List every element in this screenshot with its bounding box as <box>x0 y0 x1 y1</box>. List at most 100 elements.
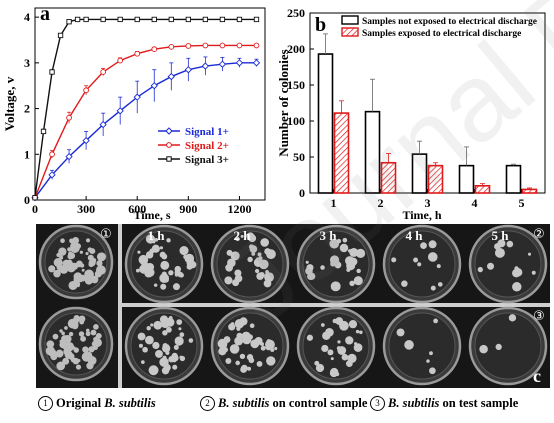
bar-not-exposed <box>458 164 475 194</box>
legend-marker-a <box>166 156 172 162</box>
bar-exposed <box>380 161 397 194</box>
bacterial-colony <box>274 346 278 351</box>
bar-not-exposed <box>411 153 428 194</box>
bacterial-colony <box>176 319 183 326</box>
bacterial-colony <box>256 272 264 280</box>
bacterial-colony <box>256 360 263 367</box>
bacterial-colony <box>337 318 342 323</box>
bacterial-colony <box>236 326 241 331</box>
y-axis-label-b: Number of colonies <box>276 49 291 156</box>
bacterial-colony <box>61 331 65 336</box>
legend-swatch-b <box>341 15 359 25</box>
bacterial-colony <box>506 240 514 248</box>
caption-mark: 1 <box>38 396 53 411</box>
bacterial-colony <box>52 333 59 340</box>
data-point-a <box>252 59 261 67</box>
x-tick-label-a: 600 <box>128 202 146 216</box>
legend-label-a: Signal 3+ <box>185 154 229 166</box>
bacterial-colony <box>247 366 252 371</box>
photo-divider <box>118 224 122 388</box>
bacterial-colony <box>144 268 153 278</box>
bacterial-colony <box>355 248 366 259</box>
bacterial-colony <box>155 350 163 358</box>
bacterial-colony <box>79 250 84 254</box>
bacterial-colony <box>251 251 256 256</box>
bacterial-colony <box>154 238 159 242</box>
bacterial-colony <box>73 347 79 353</box>
bacterial-colony <box>57 264 64 272</box>
data-point-a <box>168 16 174 23</box>
bacterial-colony <box>90 329 97 336</box>
bacterial-colony <box>58 247 67 256</box>
bacterial-colony <box>96 272 102 277</box>
bacterial-colony <box>314 360 320 366</box>
data-point-a <box>117 16 123 23</box>
legend-b: Samples not exposed to electrical discha… <box>341 15 537 39</box>
data-point-a <box>219 42 226 49</box>
data-point-a <box>48 171 56 179</box>
bacterial-colony <box>135 268 140 273</box>
x-tick-label-b: 4 <box>472 196 478 210</box>
bacterial-colony <box>330 281 341 292</box>
y-tick-label-b: 150 <box>287 78 305 92</box>
bacterial-colony <box>263 279 272 288</box>
bacterial-colony <box>354 342 358 346</box>
photo-divider <box>122 303 550 307</box>
petri-dish-agar <box>388 312 456 380</box>
legend-label-b: Samples exposed to electrical discharge <box>362 29 521 39</box>
bacterial-colony <box>70 241 80 252</box>
bacterial-colony <box>146 326 151 331</box>
bacterial-colony <box>494 243 501 250</box>
bacterial-colony <box>160 283 167 290</box>
bacterial-colony <box>59 255 64 260</box>
bacterial-colony <box>254 268 260 274</box>
bacterial-colony <box>336 238 342 244</box>
bacterial-colony <box>349 247 359 257</box>
bacterial-colony <box>142 346 148 353</box>
bacterial-colony <box>179 272 184 278</box>
petri-dish-agar <box>388 230 456 298</box>
bacterial-colony <box>477 266 483 273</box>
bacterial-colony <box>396 328 405 337</box>
bacterial-colony <box>332 318 338 324</box>
panel-a-label: a <box>40 3 50 25</box>
bacterial-colony <box>528 252 532 256</box>
bacterial-colony <box>80 335 86 342</box>
bacterial-colony <box>495 343 502 351</box>
caption-species: B. subtilis <box>388 396 440 410</box>
caption-item-test: 3 B. subtilis on test sample <box>370 396 518 411</box>
bacterial-colony <box>79 263 85 268</box>
bacterial-colony <box>84 348 89 353</box>
bacterial-colony <box>391 257 397 263</box>
bacterial-colony <box>64 326 68 330</box>
bar-exposed <box>521 188 538 194</box>
data-point-a <box>150 82 158 90</box>
bacterial-colony <box>346 267 351 272</box>
bacterial-colony <box>184 253 195 264</box>
y-tick-label-b: 50 <box>293 150 305 164</box>
bacterial-colony <box>81 268 85 272</box>
bacterial-colony <box>85 331 91 337</box>
bacterial-colony <box>229 344 240 354</box>
series-line-2 <box>34 44 257 198</box>
bacterial-colony <box>321 344 329 353</box>
bacterial-colony <box>342 237 348 243</box>
data-point-a <box>218 60 227 68</box>
bar-not-exposed <box>317 53 334 194</box>
bacterial-colony <box>227 258 236 268</box>
bacterial-colony <box>67 353 75 360</box>
bacterial-colony <box>305 260 309 264</box>
bacterial-colony <box>179 332 185 338</box>
bacterial-colony <box>327 349 334 356</box>
data-point-a <box>134 50 141 57</box>
bacterial-colony <box>62 343 69 350</box>
bacterial-colony <box>86 362 94 370</box>
bacterial-colony <box>269 359 275 365</box>
bacterial-colony <box>266 249 276 260</box>
bacterial-colony <box>154 344 159 349</box>
bacterial-colony <box>349 280 355 287</box>
data-point-a <box>116 107 124 115</box>
bacterial-colony <box>89 248 96 255</box>
bacterial-colony <box>234 274 243 283</box>
bacterial-colony <box>315 363 325 373</box>
